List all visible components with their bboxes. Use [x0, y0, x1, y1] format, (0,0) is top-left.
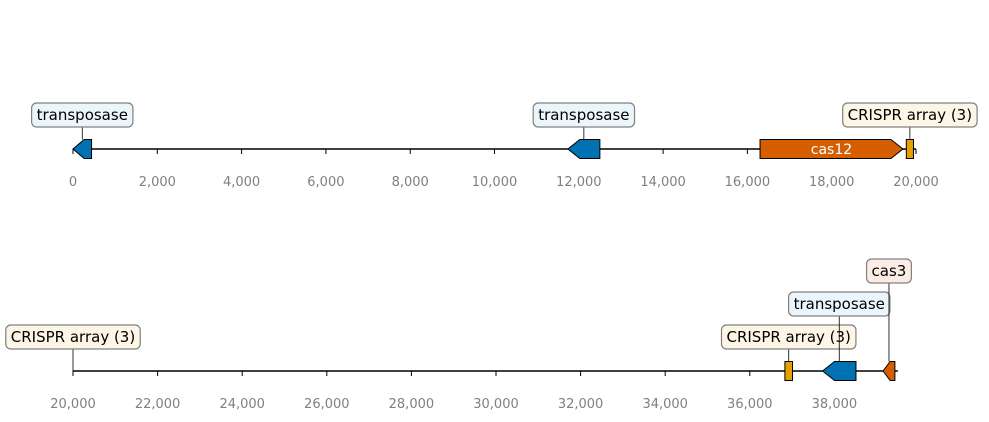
cas12-feature[interactable] — [759, 139, 904, 159]
annotation-label: transposase — [37, 106, 128, 124]
annotation-label: CRISPR array (3) — [848, 106, 972, 124]
axis-tick-label: 38,000 — [812, 397, 858, 412]
feature-annotation-box: CRISPR array (3) — [720, 324, 857, 350]
annotation-box-bg — [788, 291, 891, 317]
cas3-feature[interactable] — [882, 361, 896, 381]
axis-tick-label: 30,000 — [473, 397, 519, 412]
transposase-feature[interactable] — [567, 139, 601, 159]
crispr-array-feature[interactable] — [905, 139, 914, 159]
axis-tick-label: 20,000 — [893, 175, 939, 190]
transposase-feature[interactable] — [821, 361, 857, 381]
crispr-array-feature[interactable] — [784, 361, 794, 381]
axis-tick-label: 2,000 — [139, 175, 176, 190]
annotation-box-bg — [865, 258, 912, 284]
axis-tick-label: 14,000 — [640, 175, 686, 190]
axis-tick-label: 16,000 — [725, 175, 771, 190]
genome-track-top: 0 2,000 4,000 6,000 8,000 10,000 12,000 14,000 1… — [31, 102, 978, 190]
annotation-box-bg — [31, 102, 134, 128]
feature-annotation-box: cas3 — [865, 258, 912, 284]
feature-annotation-box: transposase — [532, 102, 636, 128]
axis-tick-label: 28,000 — [389, 397, 435, 412]
annotation-label: cas3 — [872, 262, 907, 280]
axis-tick-label: 4,000 — [223, 175, 260, 190]
axis-tick-label: 32,000 — [558, 397, 604, 412]
annotation-box-bg — [532, 102, 636, 128]
axis-tick-label: 20,000 — [50, 397, 96, 412]
annotation-label: CRISPR array (3) — [726, 328, 850, 346]
axis-tick-label: 22,000 — [135, 397, 181, 412]
annotation-label: transposase — [794, 295, 885, 313]
genome-track-bottom: 20,000 22,000 24,000 26,000 28,000 30,000 32,0… — [5, 258, 912, 412]
axis-tick-label: 24,000 — [219, 397, 265, 412]
axis-tick-label: 12,000 — [556, 175, 602, 190]
transposase-feature[interactable] — [72, 139, 93, 159]
annotation-label: CRISPR array (3) — [11, 328, 135, 346]
feature-annotation-box: transposase — [788, 291, 891, 317]
axis-tick-label: 8,000 — [392, 175, 429, 190]
axis-tick-label: 18,000 — [809, 175, 855, 190]
feature-annotation-box: CRISPR array (3) — [842, 102, 978, 128]
axis-tick-label: 34,000 — [642, 397, 688, 412]
feature-label: cas12 — [811, 142, 852, 158]
axis-tick-label: 26,000 — [304, 397, 350, 412]
annotation-label: transposase — [538, 106, 629, 124]
annotation-box-bg — [720, 324, 857, 350]
annotation-box-bg — [5, 324, 141, 350]
axis-tick-label: 36,000 — [727, 397, 773, 412]
feature-annotation-box: CRISPR array (3) — [5, 324, 141, 350]
axis-tick-label: 0 — [69, 175, 77, 190]
axis-tick-label: 6,000 — [307, 175, 344, 190]
annotation-box-bg — [842, 102, 978, 128]
feature-annotation-box: transposase — [31, 102, 134, 128]
axis-tick-label: 10,000 — [472, 175, 518, 190]
